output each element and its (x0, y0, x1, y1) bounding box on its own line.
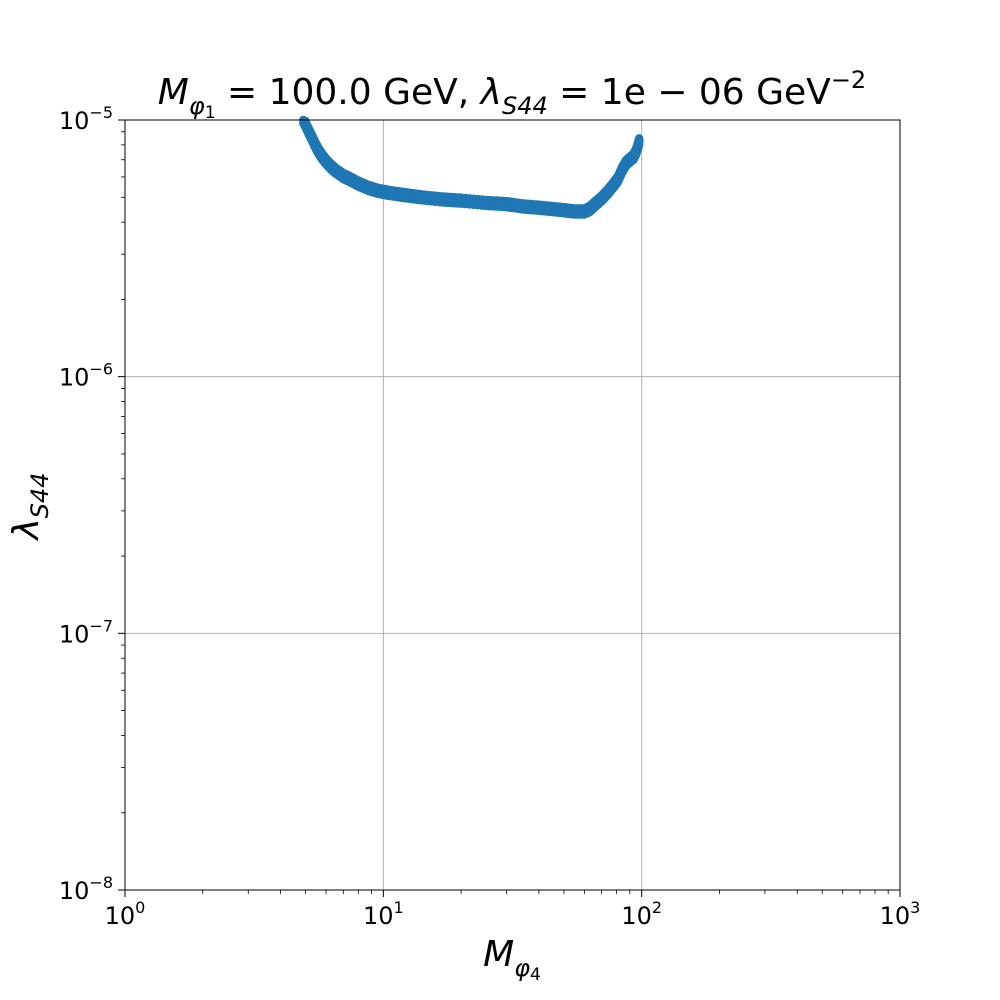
y-axis-ticks: 10−8 10−7 10−6 10−5 (59, 103, 125, 905)
y-label-main: λ (6, 518, 47, 541)
y-tick-label: 10−7 (59, 616, 113, 648)
title-m-sub: φ (189, 92, 205, 120)
grid-lines (125, 120, 900, 890)
x-tick-label: 101 (363, 898, 404, 930)
y-tick-label: 10−6 (59, 360, 113, 392)
x-tick-label: 103 (880, 898, 921, 930)
title-lambda-sub: S44 (502, 92, 548, 120)
x-label-main: M (483, 934, 514, 975)
y-label-sub: S44 (26, 472, 54, 518)
y-axis-label: λS44 (6, 472, 54, 541)
x-label-sub-idx: 4 (530, 965, 541, 985)
x-label-sub: φ (514, 954, 530, 982)
title-m-value: = 100.0 GeV, (216, 72, 481, 113)
plot-frame (124, 119, 901, 891)
x-axis-label: Mφ4 (483, 934, 541, 985)
chart-title: Mφ1 = 100.0 GeV, λS44 = 1e − 06 GeV−2 (158, 66, 866, 123)
data-points (299, 115, 644, 219)
title-lambda-exp: −2 (831, 66, 866, 94)
title-m-sub-idx: 1 (205, 103, 216, 123)
x-tick-label: 102 (621, 898, 662, 930)
title-m: M (158, 72, 189, 113)
scatter-point (635, 136, 644, 145)
title-lambda: λ (479, 72, 502, 113)
y-tick-label: 10−8 (59, 873, 113, 905)
x-axis-ticks: 100 101 102 103 (105, 890, 921, 930)
minor-ticks (121, 131, 889, 894)
x-tick-label: 100 (105, 898, 146, 930)
y-tick-label: 10−5 (59, 103, 113, 135)
title-lambda-value: = 1e − 06 GeV (548, 72, 831, 113)
